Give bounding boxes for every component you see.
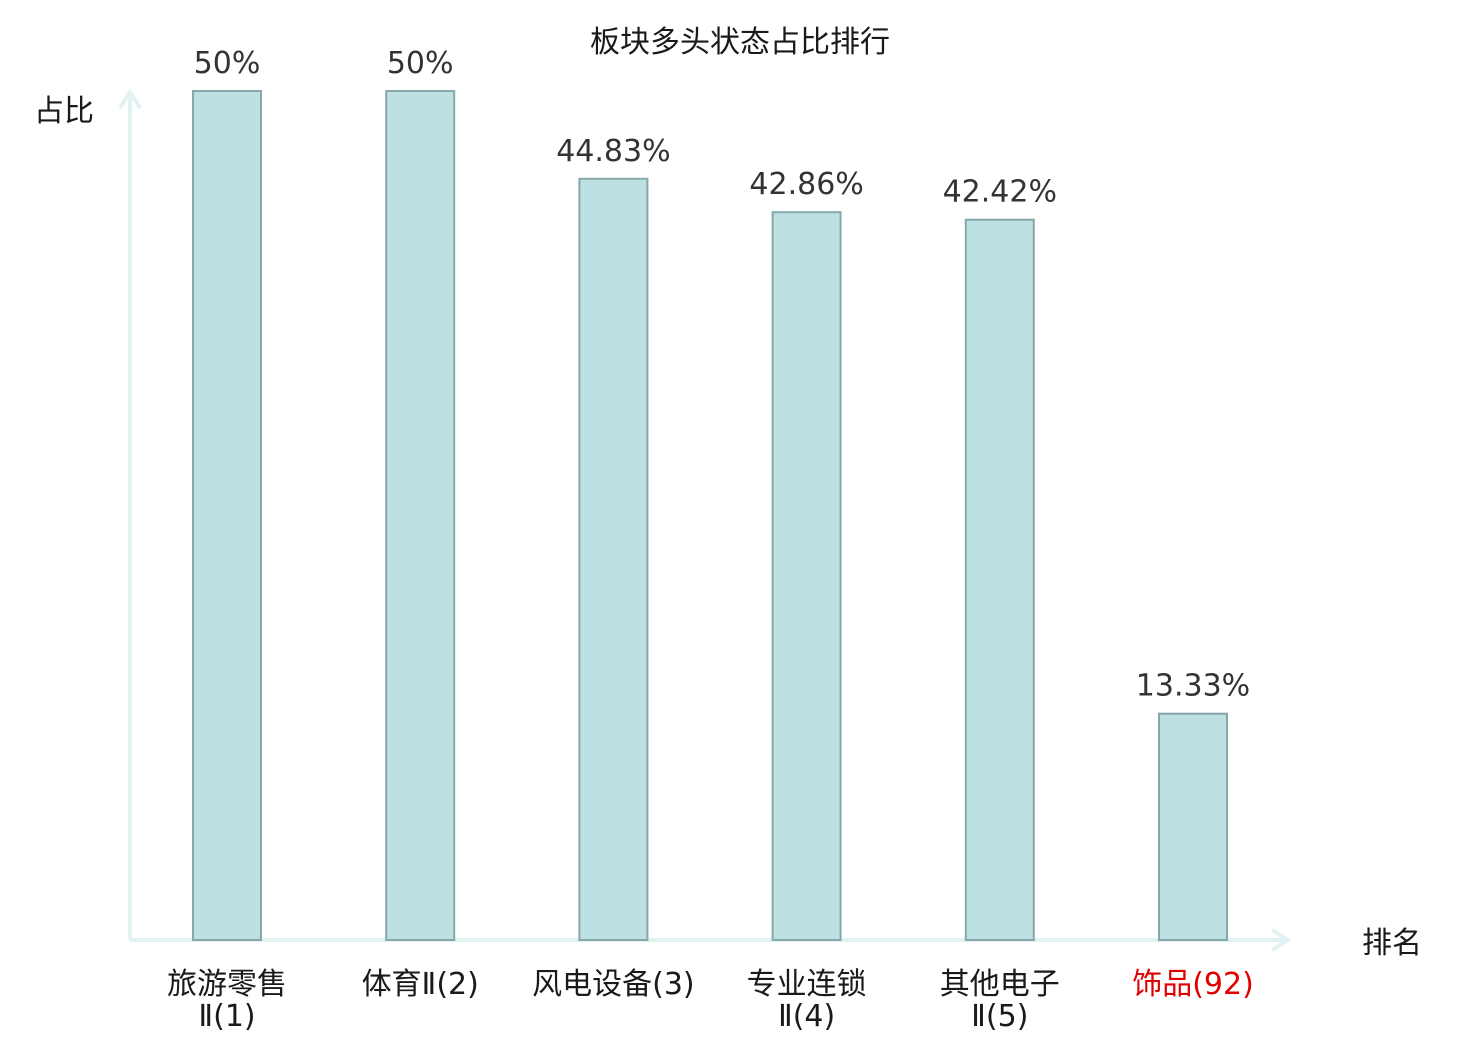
category-label-4: 专业连锁 Ⅱ(4) (747, 967, 867, 1034)
category-label-line: Ⅱ(1) (198, 999, 255, 1034)
category-label-line: Ⅱ(4) (778, 999, 835, 1034)
category-labels-group: 旅游零售 Ⅱ(1) 体育Ⅱ(2) 风电设备(3) 专业连锁 Ⅱ(4) 其他电子 Ⅱ(5) 饰品(… (167, 967, 1254, 1034)
axes (118, 88, 1292, 952)
bar-3 (578, 177, 649, 942)
bars-group (192, 90, 1228, 942)
value-labels-group: 50% 50% 44.83% 42.86% 42.42% 13.33% (194, 46, 1251, 704)
value-label-5: 42.42% (943, 175, 1057, 210)
bar-1 (192, 90, 262, 941)
bar-5 (964, 218, 1035, 941)
category-label-3: 风电设备(3) (532, 967, 695, 1002)
category-label-line: 饰品(92) (1132, 967, 1254, 1002)
category-label-2: 体育Ⅱ(2) (362, 967, 479, 1002)
bar-2 (385, 90, 456, 941)
value-label-3: 44.83% (556, 134, 670, 169)
y-axis-arrow (118, 88, 142, 110)
category-label-line: 旅游零售 (167, 967, 287, 1002)
bar-4 (771, 211, 842, 941)
bar-6 (1158, 712, 1228, 942)
category-label-line: 专业连锁 (747, 967, 867, 1002)
category-label-line: Ⅱ(5) (971, 999, 1028, 1034)
y-axis-label: 占比 (34, 94, 94, 129)
value-label-1: 50% (194, 46, 261, 81)
category-label-line: 其他电子 (940, 967, 1060, 1002)
category-label-5: 其他电子 Ⅱ(5) (940, 967, 1060, 1034)
value-label-4: 42.86% (749, 167, 863, 202)
category-label-line: 体育Ⅱ(2) (362, 967, 479, 1002)
chart-title: 板块多头状态占比排行 (590, 25, 890, 60)
category-label-6: 饰品(92) (1132, 967, 1254, 1002)
category-label-1: 旅游零售 Ⅱ(1) (167, 967, 287, 1034)
x-axis-label: 排名 (1362, 926, 1422, 961)
x-axis-arrow (1270, 928, 1292, 952)
value-label-6: 13.33% (1136, 669, 1250, 704)
category-label-line: 风电设备(3) (532, 967, 695, 1002)
value-label-2: 50% (387, 46, 454, 81)
